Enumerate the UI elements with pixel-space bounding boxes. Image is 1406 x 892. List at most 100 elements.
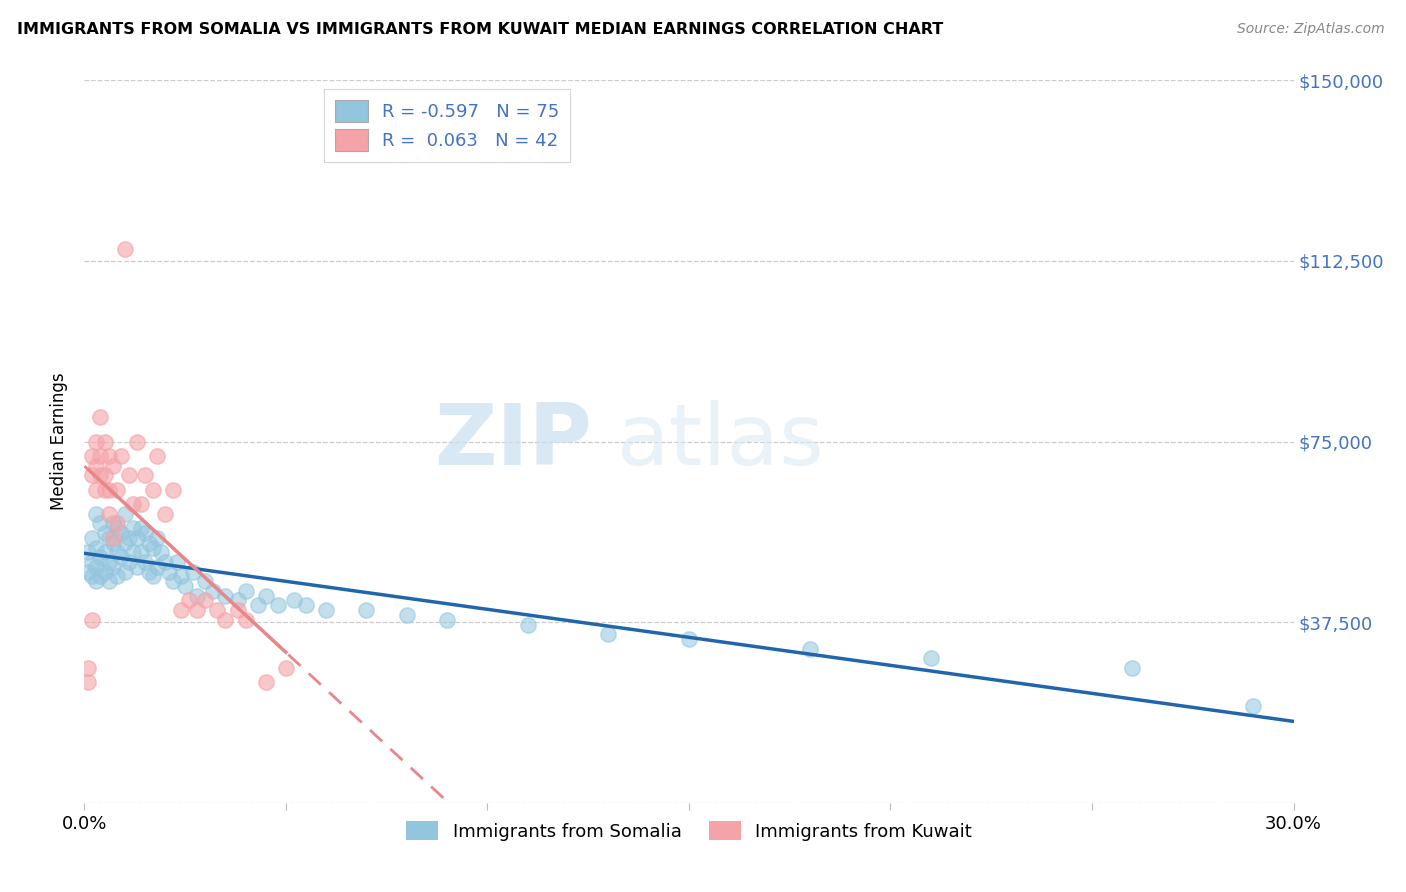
Point (97, 555, 120, 569)
Point (82, 613, 104, 627)
Point (254, 589, 277, 603)
Point (283, 593, 305, 607)
Point (118, 531, 141, 545)
Point (114, 507, 136, 521)
Point (598, 627, 620, 641)
Point (153, 507, 176, 521)
Point (77, 565, 100, 579)
Point (125, 559, 148, 574)
Point (77, 661, 100, 675)
Point (89, 410, 111, 425)
Point (93, 545, 115, 559)
Point (129, 497, 152, 511)
Point (101, 531, 124, 545)
Point (146, 531, 169, 545)
Point (170, 603, 193, 617)
Point (295, 599, 318, 613)
Point (97, 507, 120, 521)
Point (82, 569, 104, 583)
Point (166, 555, 188, 569)
Point (214, 613, 236, 627)
Point (86, 541, 108, 555)
Point (146, 449, 169, 463)
Point (114, 535, 136, 549)
Point (920, 651, 942, 665)
Point (121, 521, 143, 535)
Point (89, 569, 111, 583)
Point (246, 599, 269, 613)
Y-axis label: Median Earnings: Median Earnings (51, 373, 69, 510)
Point (170, 569, 193, 583)
Point (1241, 699, 1264, 714)
Text: Source: ZipAtlas.com: Source: ZipAtlas.com (1237, 22, 1385, 37)
Point (186, 603, 208, 617)
Point (516, 617, 538, 632)
Point (146, 559, 169, 574)
Point (315, 603, 337, 617)
Point (97, 449, 120, 463)
Point (86, 507, 108, 521)
Point (142, 569, 165, 583)
Point (105, 483, 128, 497)
Point (82, 468, 104, 483)
Legend: Immigrants from Somalia, Immigrants from Kuwait: Immigrants from Somalia, Immigrants from… (398, 814, 980, 848)
Point (93, 434, 115, 449)
Point (436, 613, 458, 627)
Point (138, 565, 160, 579)
Point (114, 565, 136, 579)
Point (129, 545, 152, 559)
Point (101, 516, 124, 531)
Point (207, 603, 229, 617)
Text: IMMIGRANTS FROM SOMALIA VS IMMIGRANTS FROM KUWAIT MEDIAN EARNINGS CORRELATION CH: IMMIGRANTS FROM SOMALIA VS IMMIGRANTS FR… (17, 22, 943, 37)
Point (86, 559, 108, 574)
Point (97, 574, 120, 589)
Point (93, 483, 115, 497)
Point (105, 569, 128, 583)
Point (181, 565, 204, 579)
Point (89, 468, 111, 483)
Point (202, 583, 225, 598)
Point (254, 675, 277, 690)
Point (82, 449, 104, 463)
Point (86, 483, 108, 497)
Point (274, 661, 297, 675)
Point (105, 516, 128, 531)
Point (186, 589, 208, 603)
Text: ZIP: ZIP (434, 400, 592, 483)
Point (226, 603, 249, 617)
Point (125, 531, 148, 545)
Point (118, 468, 141, 483)
Point (101, 559, 124, 574)
Point (162, 574, 184, 589)
Point (134, 468, 156, 483)
Point (86, 458, 108, 473)
Point (125, 434, 148, 449)
Point (142, 483, 165, 497)
Point (89, 516, 111, 531)
Point (118, 555, 141, 569)
Point (799, 641, 821, 656)
Point (97, 483, 120, 497)
Point (138, 535, 160, 549)
Point (93, 565, 115, 579)
Point (77, 675, 100, 690)
Point (110, 526, 132, 541)
Point (97, 531, 120, 545)
Point (82, 531, 104, 545)
Point (226, 593, 249, 607)
Point (142, 541, 165, 555)
Point (235, 583, 257, 598)
Point (1121, 661, 1143, 675)
Point (86, 574, 108, 589)
Point (89, 449, 111, 463)
Point (157, 565, 180, 579)
Point (179, 593, 201, 607)
Point (110, 449, 132, 463)
Point (267, 599, 290, 613)
Point (162, 483, 184, 497)
Point (121, 545, 143, 559)
Text: atlas: atlas (616, 400, 824, 483)
Point (121, 497, 143, 511)
Point (194, 593, 217, 607)
Point (86, 434, 108, 449)
